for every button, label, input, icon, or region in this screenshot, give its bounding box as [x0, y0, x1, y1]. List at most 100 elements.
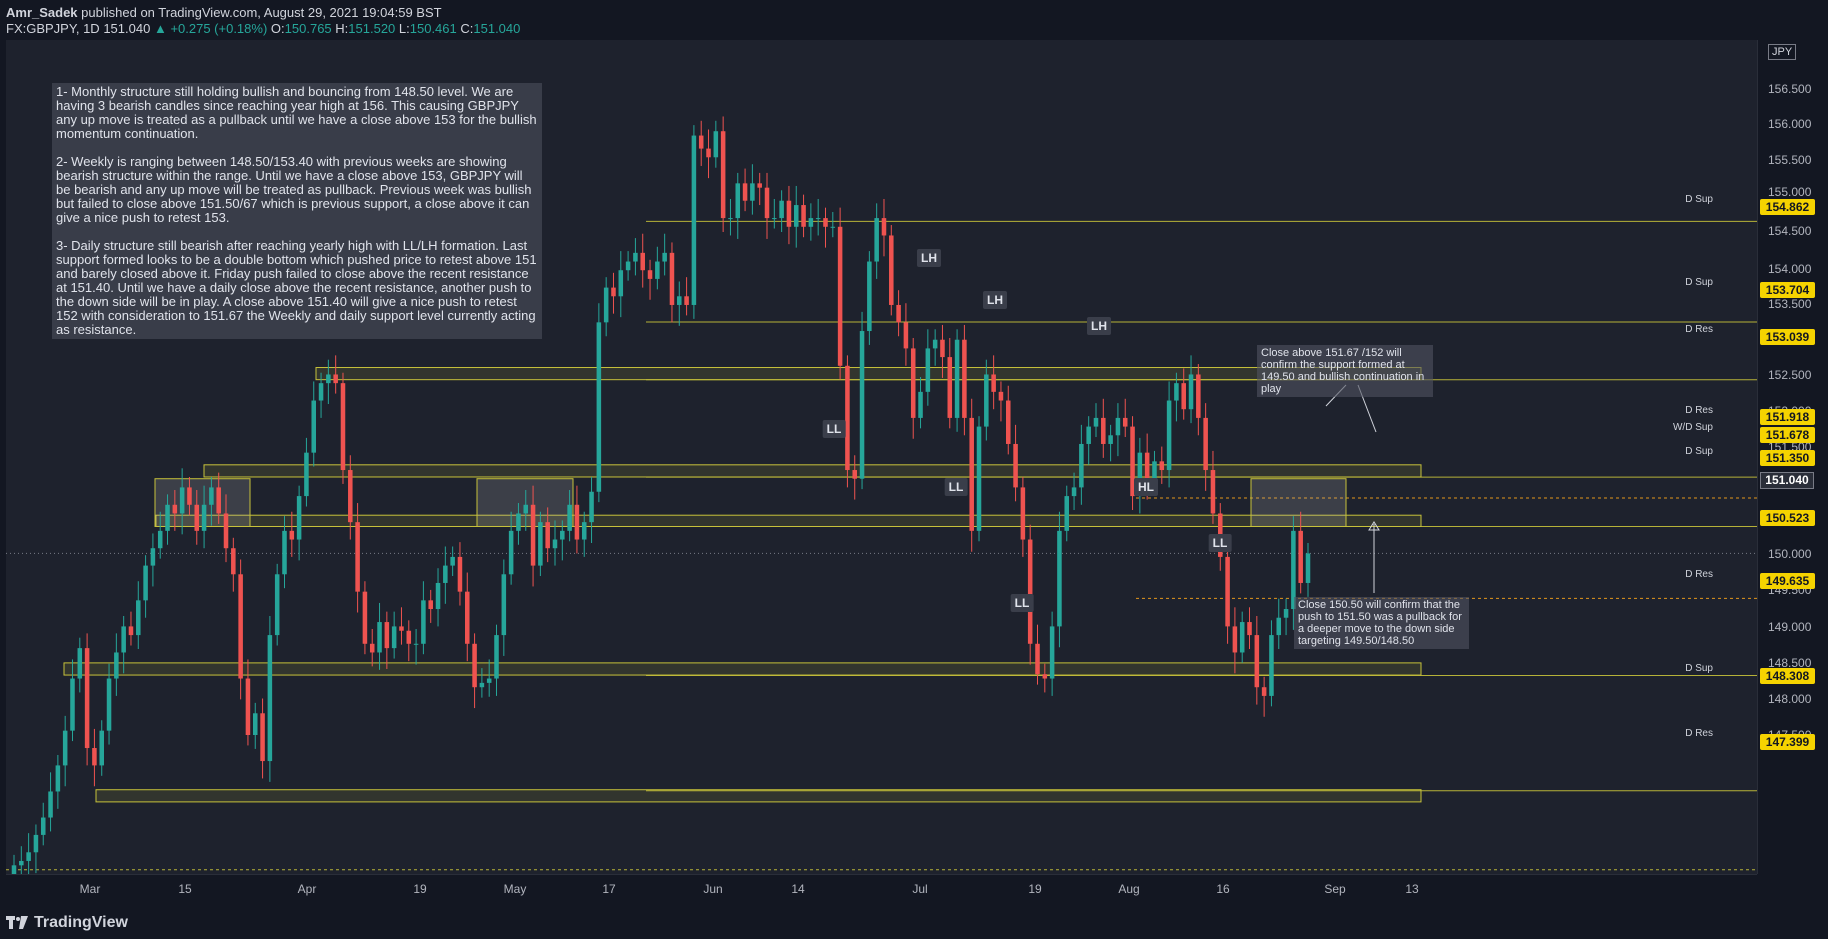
chart-header: Amr_Sadek published on TradingView.com, …	[0, 0, 1828, 40]
price-axis[interactable]: JPY 156.500 156.000 155.500 155.000 154.…	[1757, 40, 1828, 874]
candle-body	[143, 565, 148, 601]
candle-body	[793, 205, 799, 227]
structure-label[interactable]: LL	[1010, 594, 1034, 612]
candle-body	[223, 513, 229, 549]
structure-label[interactable]: LH	[1087, 317, 1111, 335]
structure-label[interactable]: LL	[1208, 534, 1232, 552]
candle-body	[384, 622, 390, 649]
candle-body	[655, 261, 660, 279]
candle-body	[377, 622, 382, 653]
candle-body	[1247, 622, 1252, 636]
low-label: L:	[398, 21, 410, 36]
candle-body	[1122, 417, 1128, 427]
candle-body	[1210, 470, 1216, 514]
candle-body	[355, 522, 360, 592]
price-tick: 154.000	[1768, 262, 1812, 276]
analysis-note-main[interactable]: 1- Monthly structure still holding bulli…	[52, 83, 542, 339]
time-tick: 13	[1405, 882, 1419, 896]
candle-body	[596, 322, 602, 492]
candle-body	[903, 322, 909, 349]
price-badge: 151.678	[1760, 427, 1815, 443]
candle-body	[1225, 556, 1230, 627]
candle-body	[530, 504, 536, 566]
candle-body	[545, 522, 550, 549]
candle-body	[1144, 452, 1150, 479]
candle-body	[889, 235, 894, 305]
candle-body	[486, 678, 492, 683]
candle-body	[179, 487, 185, 514]
candle-body	[918, 391, 923, 418]
high-label: H:	[335, 21, 349, 36]
close-value: 151.040	[473, 21, 521, 36]
level-tag: W/D Sup	[1672, 422, 1713, 433]
candle-body	[1283, 609, 1289, 618]
chart-pane[interactable]: 1- Monthly structure still holding bulli…	[6, 40, 1757, 874]
candle-body	[1049, 626, 1055, 679]
candle-body	[245, 678, 251, 735]
candle-body	[326, 374, 331, 384]
structure-label[interactable]: LL	[822, 420, 846, 438]
candle-body	[348, 470, 353, 523]
candle-body	[165, 504, 170, 531]
candle-body	[1232, 626, 1238, 653]
level-tag: D Sup	[1685, 194, 1713, 205]
candle-body	[706, 148, 711, 158]
price-tick: 156.500	[1768, 82, 1812, 96]
price-tick: 152.500	[1768, 368, 1812, 382]
candle-body	[815, 218, 821, 220]
tradingview-logo[interactable]: TradingView	[6, 914, 128, 932]
price-tick: 153.500	[1768, 297, 1812, 311]
candle-body	[399, 626, 404, 631]
candle-body	[114, 652, 119, 679]
candle-body	[1305, 553, 1311, 583]
candle-body	[647, 270, 653, 279]
candle-body	[136, 600, 141, 636]
candle-body	[1115, 417, 1121, 436]
candle-body	[1261, 687, 1267, 696]
candle-body	[121, 626, 126, 653]
candle-body	[735, 183, 741, 219]
candlestick-chart[interactable]	[6, 40, 1757, 874]
price-badge: 151.350	[1760, 450, 1815, 466]
structure-label[interactable]: LH	[917, 249, 941, 267]
candle-body	[867, 261, 872, 332]
candle-body	[1093, 417, 1099, 427]
analysis-note-upper-right[interactable]: Close above 151.67 /152 will confirm the…	[1257, 345, 1433, 397]
candle-body	[910, 348, 916, 418]
author-name[interactable]: Amr_Sadek	[6, 5, 78, 20]
currency-label[interactable]: JPY	[1768, 44, 1797, 60]
analysis-note-lower-right[interactable]: Close 150.50 will confirm that the push …	[1294, 597, 1469, 649]
candle-body	[830, 226, 836, 228]
candle-body	[231, 548, 236, 575]
candle-body	[33, 834, 39, 853]
candle-body	[1239, 622, 1245, 653]
structure-label[interactable]: HL	[1134, 478, 1158, 496]
candle-body	[1064, 496, 1070, 531]
time-tick: May	[503, 882, 527, 896]
time-axis[interactable]: Mar 15 Apr 19 May 17 Jun 14 Jul 19 Aug 1…	[6, 874, 1757, 905]
candle-body	[1181, 383, 1186, 410]
arrow-head-icon	[1368, 521, 1380, 531]
time-tick: Sep	[1324, 882, 1346, 896]
candle-body	[1137, 452, 1143, 497]
time-tick: 15	[178, 882, 192, 896]
candle-body	[187, 487, 192, 505]
tradingview-logo-text: TradingView	[34, 914, 128, 931]
candle-body	[1291, 530, 1296, 610]
candle-body	[99, 730, 104, 766]
candle-body	[428, 600, 433, 610]
candle-body	[1035, 643, 1040, 675]
close-label: C:	[460, 21, 474, 36]
candle-body	[289, 530, 295, 540]
symbol-name[interactable]: FX:GBPJPY, 1D	[6, 21, 100, 36]
candle-body	[1079, 443, 1084, 488]
candle-body	[1203, 417, 1208, 471]
candle-body	[786, 200, 792, 227]
structure-label[interactable]: LH	[983, 291, 1007, 309]
candle-body	[209, 487, 214, 505]
time-tick: 14	[791, 882, 805, 896]
candle-body	[1166, 400, 1172, 471]
structure-label[interactable]: LL	[944, 478, 968, 496]
candle-body	[413, 643, 419, 645]
candle-body	[84, 648, 90, 749]
